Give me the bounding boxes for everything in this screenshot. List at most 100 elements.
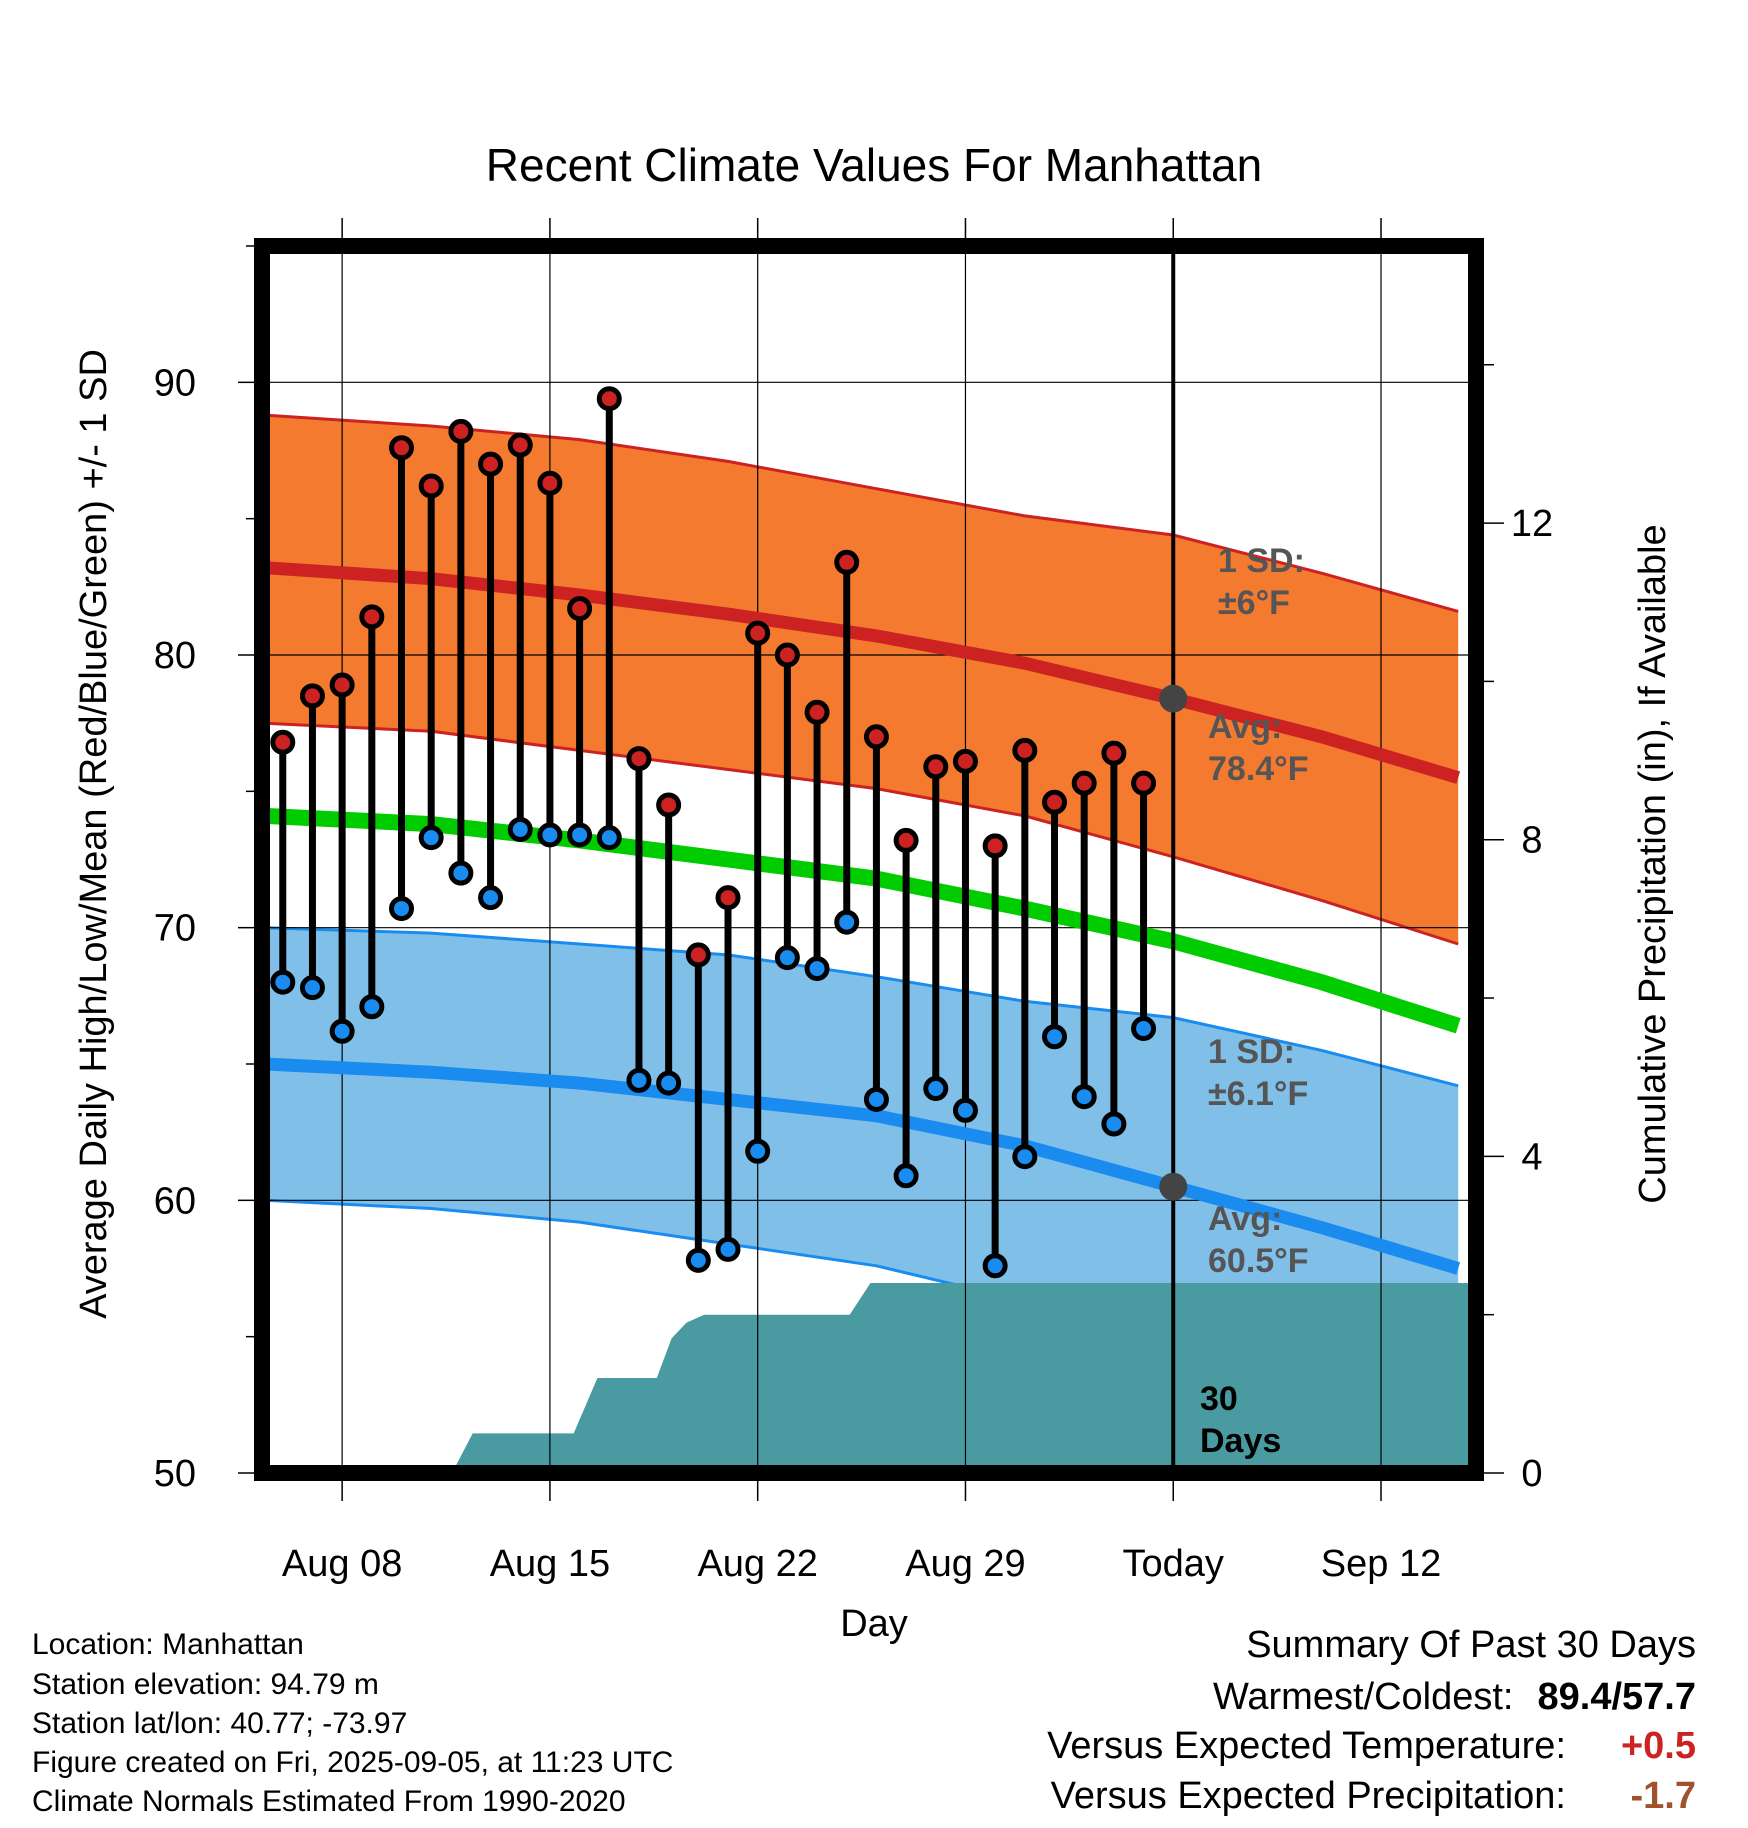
daily-high-point	[359, 604, 385, 630]
x-tick-label: Aug 08	[282, 1543, 402, 1585]
daily-high-point	[656, 792, 682, 818]
annotation-high-avg-line2: 78.4°F	[1208, 750, 1309, 788]
daily-low-point	[863, 1086, 889, 1112]
footer-location: Location: Manhattan	[32, 1628, 304, 1661]
y2-tick-label: 8	[1521, 820, 1542, 862]
daily-low-point	[299, 975, 325, 1001]
daily-high-point	[1042, 789, 1068, 815]
station-footer: Location: Manhattan Station elevation: 9…	[32, 1628, 673, 1818]
annotation-low-avg-line1: Avg:	[1208, 1200, 1282, 1238]
footer-normals: Climate Normals Estimated From 1990-2020	[32, 1785, 626, 1818]
summary-panel: Summary Of Past 30 Days Warmest/Coldest:…	[1047, 1624, 1696, 1817]
summary-warmest-label: Warmest/Coldest:	[1213, 1676, 1514, 1718]
daily-high-point	[893, 827, 919, 853]
daily-low-point	[329, 1018, 355, 1044]
summary-temp-value: +0.5	[1621, 1725, 1696, 1767]
daily-low-point	[1012, 1144, 1038, 1170]
daily-high-point	[478, 451, 504, 477]
y-tick-label: 50	[154, 1453, 196, 1495]
y-axis-label: Average Daily High/Low/Mean (Red/Blue/Gr…	[73, 349, 115, 1319]
daily-high-point	[1012, 737, 1038, 763]
daily-low-point	[685, 1247, 711, 1273]
normal-high-line	[264, 561, 1461, 784]
y2-tick-label: 0	[1521, 1453, 1542, 1495]
annotation-window-line1: 30	[1200, 1380, 1238, 1418]
x-tick-label: Sep 12	[1321, 1543, 1441, 1585]
annotation-high-sd-line2: ±6°F	[1218, 584, 1290, 622]
daily-low-point	[1042, 1024, 1068, 1050]
daily-low-point	[596, 825, 622, 851]
plot-frame	[254, 238, 1484, 1481]
daily-high-point	[834, 549, 860, 575]
y-tick-label: 60	[154, 1180, 196, 1222]
x-tick-label: Aug 15	[490, 1543, 610, 1585]
summary-warmest-coldest: Warmest/Coldest: 89.4/57.7	[1213, 1676, 1696, 1718]
daily-high-point	[1071, 770, 1097, 796]
annotation-low-sd-line1: 1 SD:	[1208, 1033, 1295, 1071]
y-tick-label: 90	[154, 362, 196, 404]
annotation-low-avg-line2: 60.5°F	[1208, 1242, 1309, 1280]
daily-high-point	[863, 724, 889, 750]
daily-low-point	[448, 860, 474, 886]
daily-low-point	[507, 817, 533, 843]
annotation-high-avg: Avg: 78.4°F	[1208, 708, 1309, 788]
daily-high-point	[982, 833, 1008, 859]
annotation-high-avg-line1: Avg:	[1208, 708, 1282, 746]
daily-low-point	[1131, 1016, 1157, 1042]
daily-high-point	[418, 473, 444, 499]
axes: 50 60 70 80 90 0 4 8 12 Aug 08 Aug 15 Aug 22 Aug 29 T…	[154, 218, 1553, 1585]
daily-low-point	[1101, 1111, 1127, 1137]
daily-high-point	[596, 386, 622, 412]
daily-low-point	[715, 1236, 741, 1262]
daily-high-point	[1101, 740, 1127, 766]
y2-tick-label: 4	[1521, 1136, 1542, 1178]
summary-precip-label: Versus Expected Precipitation:	[1051, 1775, 1566, 1817]
chart-title: Recent Climate Values For Manhattan	[486, 139, 1262, 191]
footer-latlon: Station lat/lon: 40.77; -73.97	[32, 1707, 407, 1740]
daily-low-point	[270, 969, 296, 995]
footer-elevation: Station elevation: 94.79 m	[32, 1668, 379, 1701]
x-tick-label: Aug 29	[905, 1543, 1025, 1585]
daily-low-point	[774, 945, 800, 971]
x-axis-label: Day	[840, 1603, 908, 1645]
annotation-low-sd-line2: ±6.1°F	[1208, 1075, 1308, 1113]
normal-high-upper-edge	[264, 413, 1459, 613]
annotation-high-sd-line1: 1 SD:	[1218, 542, 1305, 580]
daily-low-point	[952, 1097, 978, 1123]
x-tick-label: Today	[1123, 1543, 1224, 1585]
daily-high-point	[745, 620, 771, 646]
daily-high-point	[626, 746, 652, 772]
daily-high-point	[923, 754, 949, 780]
daily-high-point	[685, 942, 711, 968]
normal-high-band	[265, 415, 1459, 945]
today-high-marker	[1159, 684, 1188, 713]
annotation-window-line2: Days	[1200, 1422, 1281, 1460]
summary-heading: Summary Of Past 30 Days	[1246, 1624, 1696, 1666]
daily-high-point	[448, 418, 474, 444]
summary-coldest-value: 57.7	[1622, 1676, 1696, 1718]
summary-slash: /	[1611, 1676, 1622, 1718]
y-tick-label: 80	[154, 635, 196, 677]
plot-area	[262, 246, 1476, 1473]
daily-low-point	[389, 896, 415, 922]
daily-low-point	[923, 1076, 949, 1102]
normal-low-line	[264, 1057, 1461, 1275]
daily-low-point	[567, 822, 593, 848]
daily-high-point	[1131, 770, 1157, 796]
daily-low-point	[982, 1253, 1008, 1279]
daily-high-point	[567, 596, 593, 622]
daily-low-point	[745, 1138, 771, 1164]
footer-created: Figure created on Fri, 2025-09-05, at 11…	[32, 1746, 673, 1779]
daily-low-point	[537, 822, 563, 848]
y-tick-label: 70	[154, 908, 196, 950]
daily-low-point	[478, 885, 504, 911]
daily-low-point	[1071, 1084, 1097, 1110]
annotation-low-sd: 1 SD: ±6.1°F	[1208, 1033, 1308, 1113]
today-low-marker	[1159, 1172, 1188, 1201]
annotation-low-avg: Avg: 60.5°F	[1208, 1200, 1309, 1280]
x-tick-label: Aug 22	[697, 1543, 817, 1585]
daily-high-point	[329, 672, 355, 698]
summary-precip-value: -1.7	[1631, 1775, 1696, 1817]
daily-low-point	[359, 994, 385, 1020]
